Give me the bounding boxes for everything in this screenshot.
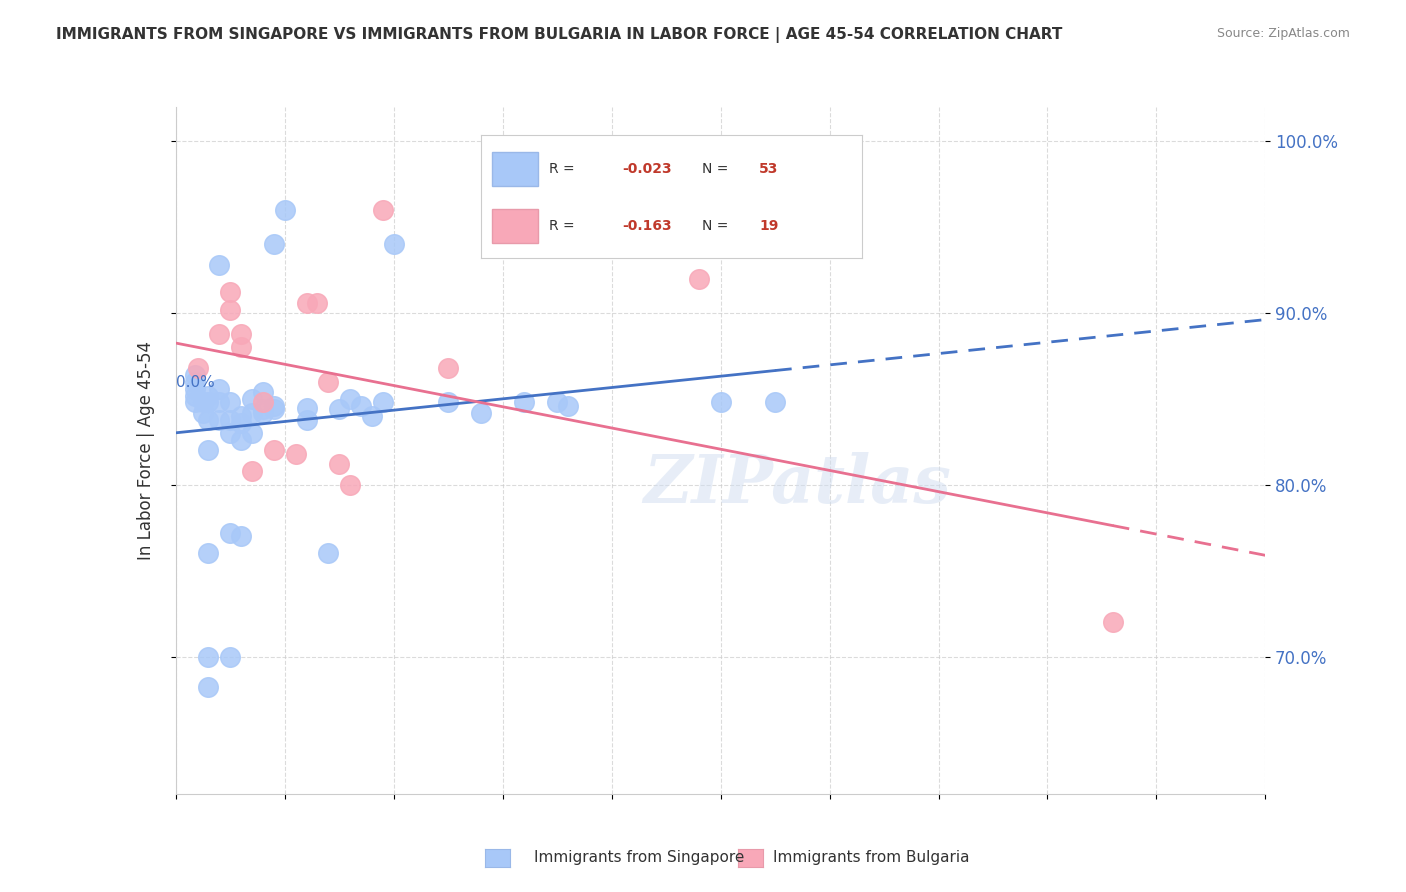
Point <box>710 395 733 409</box>
Point <box>197 443 219 458</box>
Point <box>252 406 274 420</box>
Point <box>191 395 214 409</box>
Point <box>184 395 207 409</box>
Point <box>184 375 207 389</box>
Point <box>240 426 263 441</box>
Text: Immigrants from Singapore: Immigrants from Singapore <box>534 850 745 865</box>
Point <box>219 302 242 317</box>
Point <box>546 395 568 409</box>
Text: 0.0%: 0.0% <box>176 375 215 390</box>
Point <box>295 401 318 415</box>
Point <box>186 361 209 376</box>
Point <box>197 546 219 561</box>
Point <box>219 395 242 409</box>
Point <box>328 402 350 417</box>
Point <box>252 385 274 400</box>
Point <box>184 368 207 382</box>
Point <box>360 409 382 424</box>
Point <box>688 271 710 285</box>
Point <box>219 285 242 300</box>
Point <box>208 412 231 426</box>
Point <box>339 477 361 491</box>
Point <box>318 546 340 561</box>
Point <box>295 295 318 310</box>
Point <box>295 412 318 426</box>
Point <box>197 412 219 426</box>
Point <box>263 399 285 413</box>
Point <box>184 388 207 402</box>
Point <box>208 382 231 396</box>
Point <box>184 382 207 396</box>
Point <box>263 443 285 458</box>
Point <box>219 426 242 441</box>
Text: Immigrants from Bulgaria: Immigrants from Bulgaria <box>773 850 970 865</box>
Point <box>339 392 361 406</box>
Text: IMMIGRANTS FROM SINGAPORE VS IMMIGRANTS FROM BULGARIA IN LABOR FORCE | AGE 45-54: IMMIGRANTS FROM SINGAPORE VS IMMIGRANTS … <box>56 27 1063 43</box>
Point <box>252 395 274 409</box>
Point <box>763 395 786 409</box>
Y-axis label: In Labor Force | Age 45-54: In Labor Force | Age 45-54 <box>136 341 155 560</box>
Point <box>240 392 263 406</box>
Point <box>219 412 242 426</box>
Point <box>219 649 242 664</box>
Point <box>219 525 242 540</box>
Point <box>318 375 340 389</box>
Point <box>197 395 219 409</box>
Point <box>197 681 219 695</box>
Point <box>557 399 579 413</box>
Point <box>252 402 274 417</box>
Point <box>307 295 329 310</box>
Point <box>382 237 405 252</box>
Point <box>437 361 460 376</box>
Point <box>437 395 460 409</box>
Point <box>197 388 219 402</box>
Point <box>231 416 253 430</box>
Point <box>274 202 297 217</box>
Point <box>1102 615 1125 630</box>
Point <box>231 529 253 543</box>
Point <box>208 326 231 341</box>
Point <box>240 406 263 420</box>
Point <box>231 433 253 447</box>
Point <box>231 340 253 354</box>
Point <box>240 464 263 478</box>
Text: Source: ZipAtlas.com: Source: ZipAtlas.com <box>1216 27 1350 40</box>
Point <box>328 457 350 471</box>
Point <box>350 399 373 413</box>
Point <box>208 395 231 409</box>
Point <box>263 237 285 252</box>
Point <box>371 395 394 409</box>
Point <box>263 402 285 417</box>
Text: ZIPatlas: ZIPatlas <box>643 452 950 517</box>
Point <box>191 406 214 420</box>
Point <box>231 326 253 341</box>
Point <box>231 409 253 424</box>
Point <box>513 395 536 409</box>
Point <box>208 258 231 272</box>
Point <box>470 406 492 420</box>
Point <box>197 649 219 664</box>
Point <box>284 447 307 461</box>
Point <box>371 202 394 217</box>
